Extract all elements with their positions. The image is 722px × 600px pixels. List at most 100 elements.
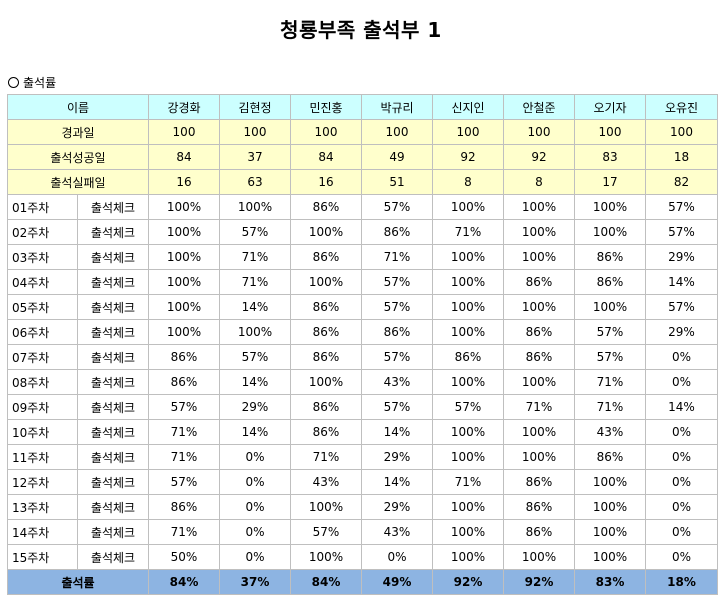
week-value-cell[interactable]: 100%	[432, 419, 504, 445]
week-value-cell[interactable]: 100%	[148, 219, 220, 245]
header-cell-name[interactable]: 이름	[7, 94, 149, 120]
total-value-cell[interactable]: 84%	[290, 569, 362, 595]
summary-value-cell[interactable]: 37	[219, 144, 291, 170]
summary-value-cell[interactable]: 100	[219, 119, 291, 145]
week-value-cell[interactable]: 0%	[219, 444, 291, 470]
week-label-cell[interactable]: 08주차	[7, 369, 78, 395]
week-value-cell[interactable]: 100%	[432, 369, 504, 395]
week-value-cell[interactable]: 14%	[645, 269, 718, 295]
week-value-cell[interactable]: 71%	[219, 244, 291, 270]
week-value-cell[interactable]: 100%	[432, 269, 504, 295]
week-value-cell[interactable]: 100%	[219, 194, 291, 220]
week-value-cell[interactable]: 71%	[432, 219, 504, 245]
summary-label-cell[interactable]: 출석실패일	[7, 169, 149, 195]
week-value-cell[interactable]: 86%	[503, 344, 575, 370]
week-label-cell[interactable]: 15주차	[7, 544, 78, 570]
week-value-cell[interactable]: 57%	[361, 344, 433, 370]
week-value-cell[interactable]: 100%	[148, 319, 220, 345]
summary-value-cell[interactable]: 82	[645, 169, 718, 195]
week-value-cell[interactable]: 100%	[148, 194, 220, 220]
week-value-cell[interactable]: 100%	[574, 494, 646, 520]
week-value-cell[interactable]: 71%	[503, 394, 575, 420]
week-value-cell[interactable]: 100%	[574, 219, 646, 245]
week-value-cell[interactable]: 100%	[503, 544, 575, 570]
week-value-cell[interactable]: 14%	[361, 419, 433, 445]
week-value-cell[interactable]: 57%	[574, 319, 646, 345]
header-cell-member[interactable]: 신지인	[432, 94, 504, 120]
summary-value-cell[interactable]: 100	[574, 119, 646, 145]
week-value-cell[interactable]: 86%	[148, 369, 220, 395]
header-cell-member[interactable]: 오기자	[574, 94, 646, 120]
header-cell-member[interactable]: 오유진	[645, 94, 718, 120]
week-value-cell[interactable]: 86%	[148, 494, 220, 520]
week-value-cell[interactable]: 100%	[574, 544, 646, 570]
summary-value-cell[interactable]: 92	[503, 144, 575, 170]
week-value-cell[interactable]: 0%	[361, 544, 433, 570]
week-value-cell[interactable]: 57%	[361, 269, 433, 295]
week-value-cell[interactable]: 86%	[574, 269, 646, 295]
summary-label-cell[interactable]: 출석성공일	[7, 144, 149, 170]
total-value-cell[interactable]: 84%	[148, 569, 220, 595]
week-value-cell[interactable]: 71%	[148, 519, 220, 545]
week-value-cell[interactable]: 100%	[432, 294, 504, 320]
week-value-cell[interactable]: 57%	[219, 219, 291, 245]
week-value-cell[interactable]: 100%	[432, 194, 504, 220]
week-value-cell[interactable]: 57%	[290, 519, 362, 545]
week-value-cell[interactable]: 100%	[290, 544, 362, 570]
week-value-cell[interactable]: 29%	[645, 319, 718, 345]
week-value-cell[interactable]: 0%	[219, 544, 291, 570]
check-label-cell[interactable]: 출석체크	[77, 344, 149, 370]
summary-value-cell[interactable]: 16	[290, 169, 362, 195]
check-label-cell[interactable]: 출석체크	[77, 194, 149, 220]
summary-value-cell[interactable]: 100	[432, 119, 504, 145]
week-value-cell[interactable]: 57%	[645, 194, 718, 220]
week-value-cell[interactable]: 57%	[645, 294, 718, 320]
week-value-cell[interactable]: 14%	[645, 394, 718, 420]
week-value-cell[interactable]: 100%	[148, 294, 220, 320]
week-label-cell[interactable]: 09주차	[7, 394, 78, 420]
week-value-cell[interactable]: 100%	[503, 419, 575, 445]
week-label-cell[interactable]: 13주차	[7, 494, 78, 520]
summary-value-cell[interactable]: 100	[290, 119, 362, 145]
summary-value-cell[interactable]: 92	[432, 144, 504, 170]
check-label-cell[interactable]: 출석체크	[77, 219, 149, 245]
header-cell-member[interactable]: 강경화	[148, 94, 220, 120]
check-label-cell[interactable]: 출석체크	[77, 319, 149, 345]
summary-value-cell[interactable]: 100	[361, 119, 433, 145]
week-value-cell[interactable]: 100%	[432, 544, 504, 570]
week-value-cell[interactable]: 100%	[432, 519, 504, 545]
week-value-cell[interactable]: 0%	[645, 344, 718, 370]
summary-value-cell[interactable]: 51	[361, 169, 433, 195]
week-value-cell[interactable]: 86%	[290, 319, 362, 345]
week-value-cell[interactable]: 43%	[361, 369, 433, 395]
week-value-cell[interactable]: 57%	[361, 194, 433, 220]
week-value-cell[interactable]: 100%	[432, 444, 504, 470]
week-value-cell[interactable]: 100%	[290, 369, 362, 395]
week-value-cell[interactable]: 86%	[290, 294, 362, 320]
week-value-cell[interactable]: 86%	[290, 419, 362, 445]
week-value-cell[interactable]: 86%	[290, 344, 362, 370]
total-value-cell[interactable]: 18%	[645, 569, 718, 595]
week-value-cell[interactable]: 14%	[219, 294, 291, 320]
week-label-cell[interactable]: 02주차	[7, 219, 78, 245]
summary-value-cell[interactable]: 63	[219, 169, 291, 195]
week-value-cell[interactable]: 100%	[503, 219, 575, 245]
week-value-cell[interactable]: 57%	[219, 344, 291, 370]
week-label-cell[interactable]: 12주차	[7, 469, 78, 495]
week-value-cell[interactable]: 50%	[148, 544, 220, 570]
summary-value-cell[interactable]: 49	[361, 144, 433, 170]
week-value-cell[interactable]: 86%	[361, 219, 433, 245]
week-label-cell[interactable]: 07주차	[7, 344, 78, 370]
week-value-cell[interactable]: 29%	[645, 244, 718, 270]
week-value-cell[interactable]: 57%	[148, 394, 220, 420]
week-value-cell[interactable]: 0%	[219, 469, 291, 495]
week-value-cell[interactable]: 100%	[503, 294, 575, 320]
header-cell-member[interactable]: 김현정	[219, 94, 291, 120]
week-value-cell[interactable]: 43%	[290, 469, 362, 495]
week-value-cell[interactable]: 100%	[574, 194, 646, 220]
week-value-cell[interactable]: 57%	[361, 394, 433, 420]
summary-value-cell[interactable]: 100	[503, 119, 575, 145]
week-value-cell[interactable]: 57%	[645, 219, 718, 245]
week-value-cell[interactable]: 14%	[361, 469, 433, 495]
week-value-cell[interactable]: 100%	[574, 519, 646, 545]
